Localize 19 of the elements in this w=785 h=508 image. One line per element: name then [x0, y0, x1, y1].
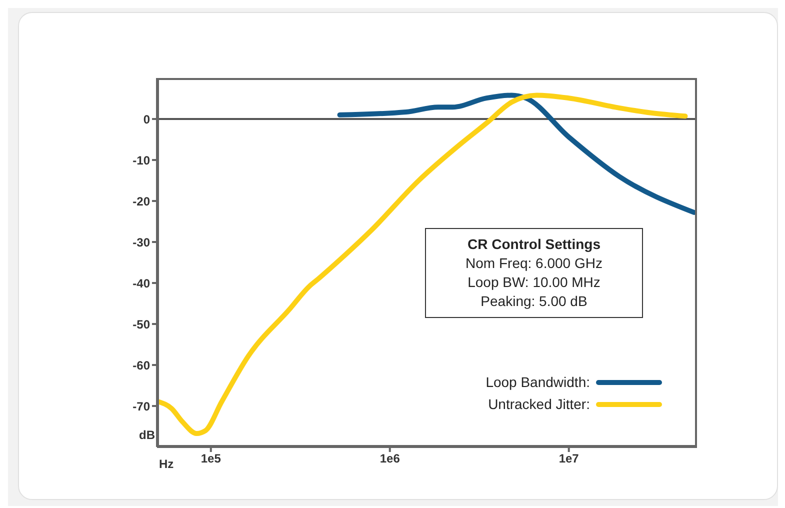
x-axis-title: Hz — [159, 457, 174, 471]
legend-label: Loop Bandwidth: — [486, 374, 590, 390]
x-tick-label: 1e5 — [200, 452, 222, 466]
y-tick-label: -30 — [132, 235, 150, 250]
legend-label: Untracked Jitter: — [488, 396, 590, 412]
y-tick-label: -20 — [132, 194, 150, 208]
x-tick-label: 1e6 — [380, 452, 400, 466]
annotation: Loop BW: 10.00 MHz — [466, 273, 602, 292]
y-tick-label: -50 — [132, 317, 150, 332]
y-axis-title: dB — [139, 428, 155, 442]
annotation: Nom Freq: 6.000 GHz — [464, 254, 604, 273]
x-tick-label: 1e7 — [558, 452, 580, 466]
y-tick-label: 0 — [143, 112, 150, 126]
annotation: CR Control Settings — [466, 235, 602, 254]
annotation: Peaking: 5.00 dB — [480, 292, 588, 311]
y-tick-label: -10 — [132, 153, 150, 168]
y-tick-label: -60 — [132, 358, 150, 372]
y-tick-label: -70 — [132, 399, 150, 414]
y-tick-label: -40 — [132, 276, 150, 290]
